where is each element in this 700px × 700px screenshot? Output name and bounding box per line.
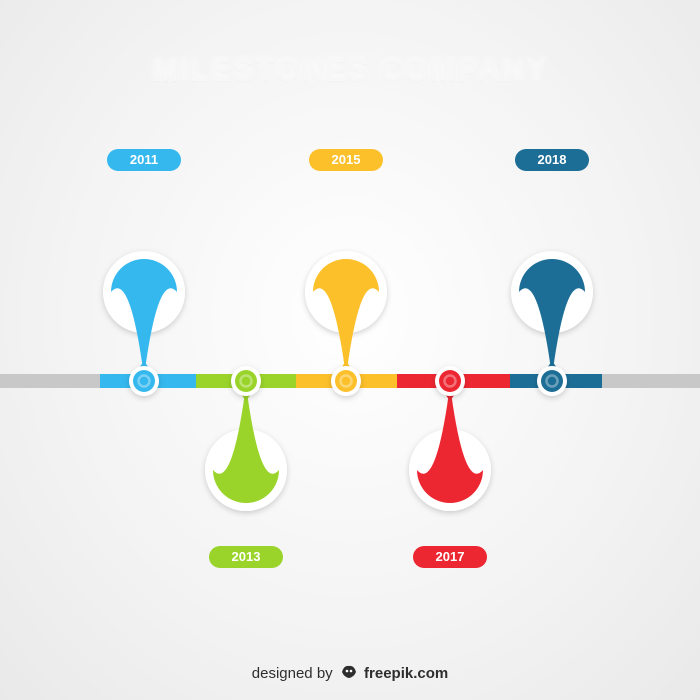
year-pill-2015: 2015 bbox=[309, 149, 383, 171]
marker-drop bbox=[417, 385, 483, 503]
marker-drop bbox=[313, 259, 379, 377]
credit-line: designed by freepik.com bbox=[0, 664, 700, 684]
page-title: MILESTONES COMPANY bbox=[152, 52, 548, 88]
timeline-node-core bbox=[339, 374, 353, 388]
credit-brand: freepik.com bbox=[364, 665, 449, 682]
year-label: 2017 bbox=[435, 549, 465, 564]
milestone-marker bbox=[205, 366, 287, 511]
timeline-node-core bbox=[545, 374, 559, 388]
timeline-node-core bbox=[239, 374, 253, 388]
marker-drop bbox=[213, 385, 279, 503]
year-pill-2013: 2013 bbox=[209, 546, 283, 568]
year-label: 2013 bbox=[231, 549, 261, 564]
milestone-marker bbox=[305, 251, 387, 396]
marker-drop bbox=[111, 259, 177, 377]
timeline-node-core bbox=[137, 374, 151, 388]
year-label: 2011 bbox=[129, 152, 159, 167]
year-pill-2017: 2017 bbox=[413, 546, 487, 568]
freepik-logo-icon bbox=[340, 664, 358, 684]
year-label: 2018 bbox=[537, 152, 567, 167]
year-pill-2018: 2018 bbox=[515, 149, 589, 171]
year-label: 2015 bbox=[331, 152, 361, 167]
year-pill-2011: 2011 bbox=[107, 149, 181, 171]
timeline-node-core bbox=[443, 374, 457, 388]
milestone-marker bbox=[103, 251, 185, 396]
milestone-marker bbox=[409, 366, 491, 511]
milestone-marker bbox=[511, 251, 593, 396]
marker-drop bbox=[519, 259, 585, 377]
credit-prefix: designed by bbox=[251, 665, 333, 682]
